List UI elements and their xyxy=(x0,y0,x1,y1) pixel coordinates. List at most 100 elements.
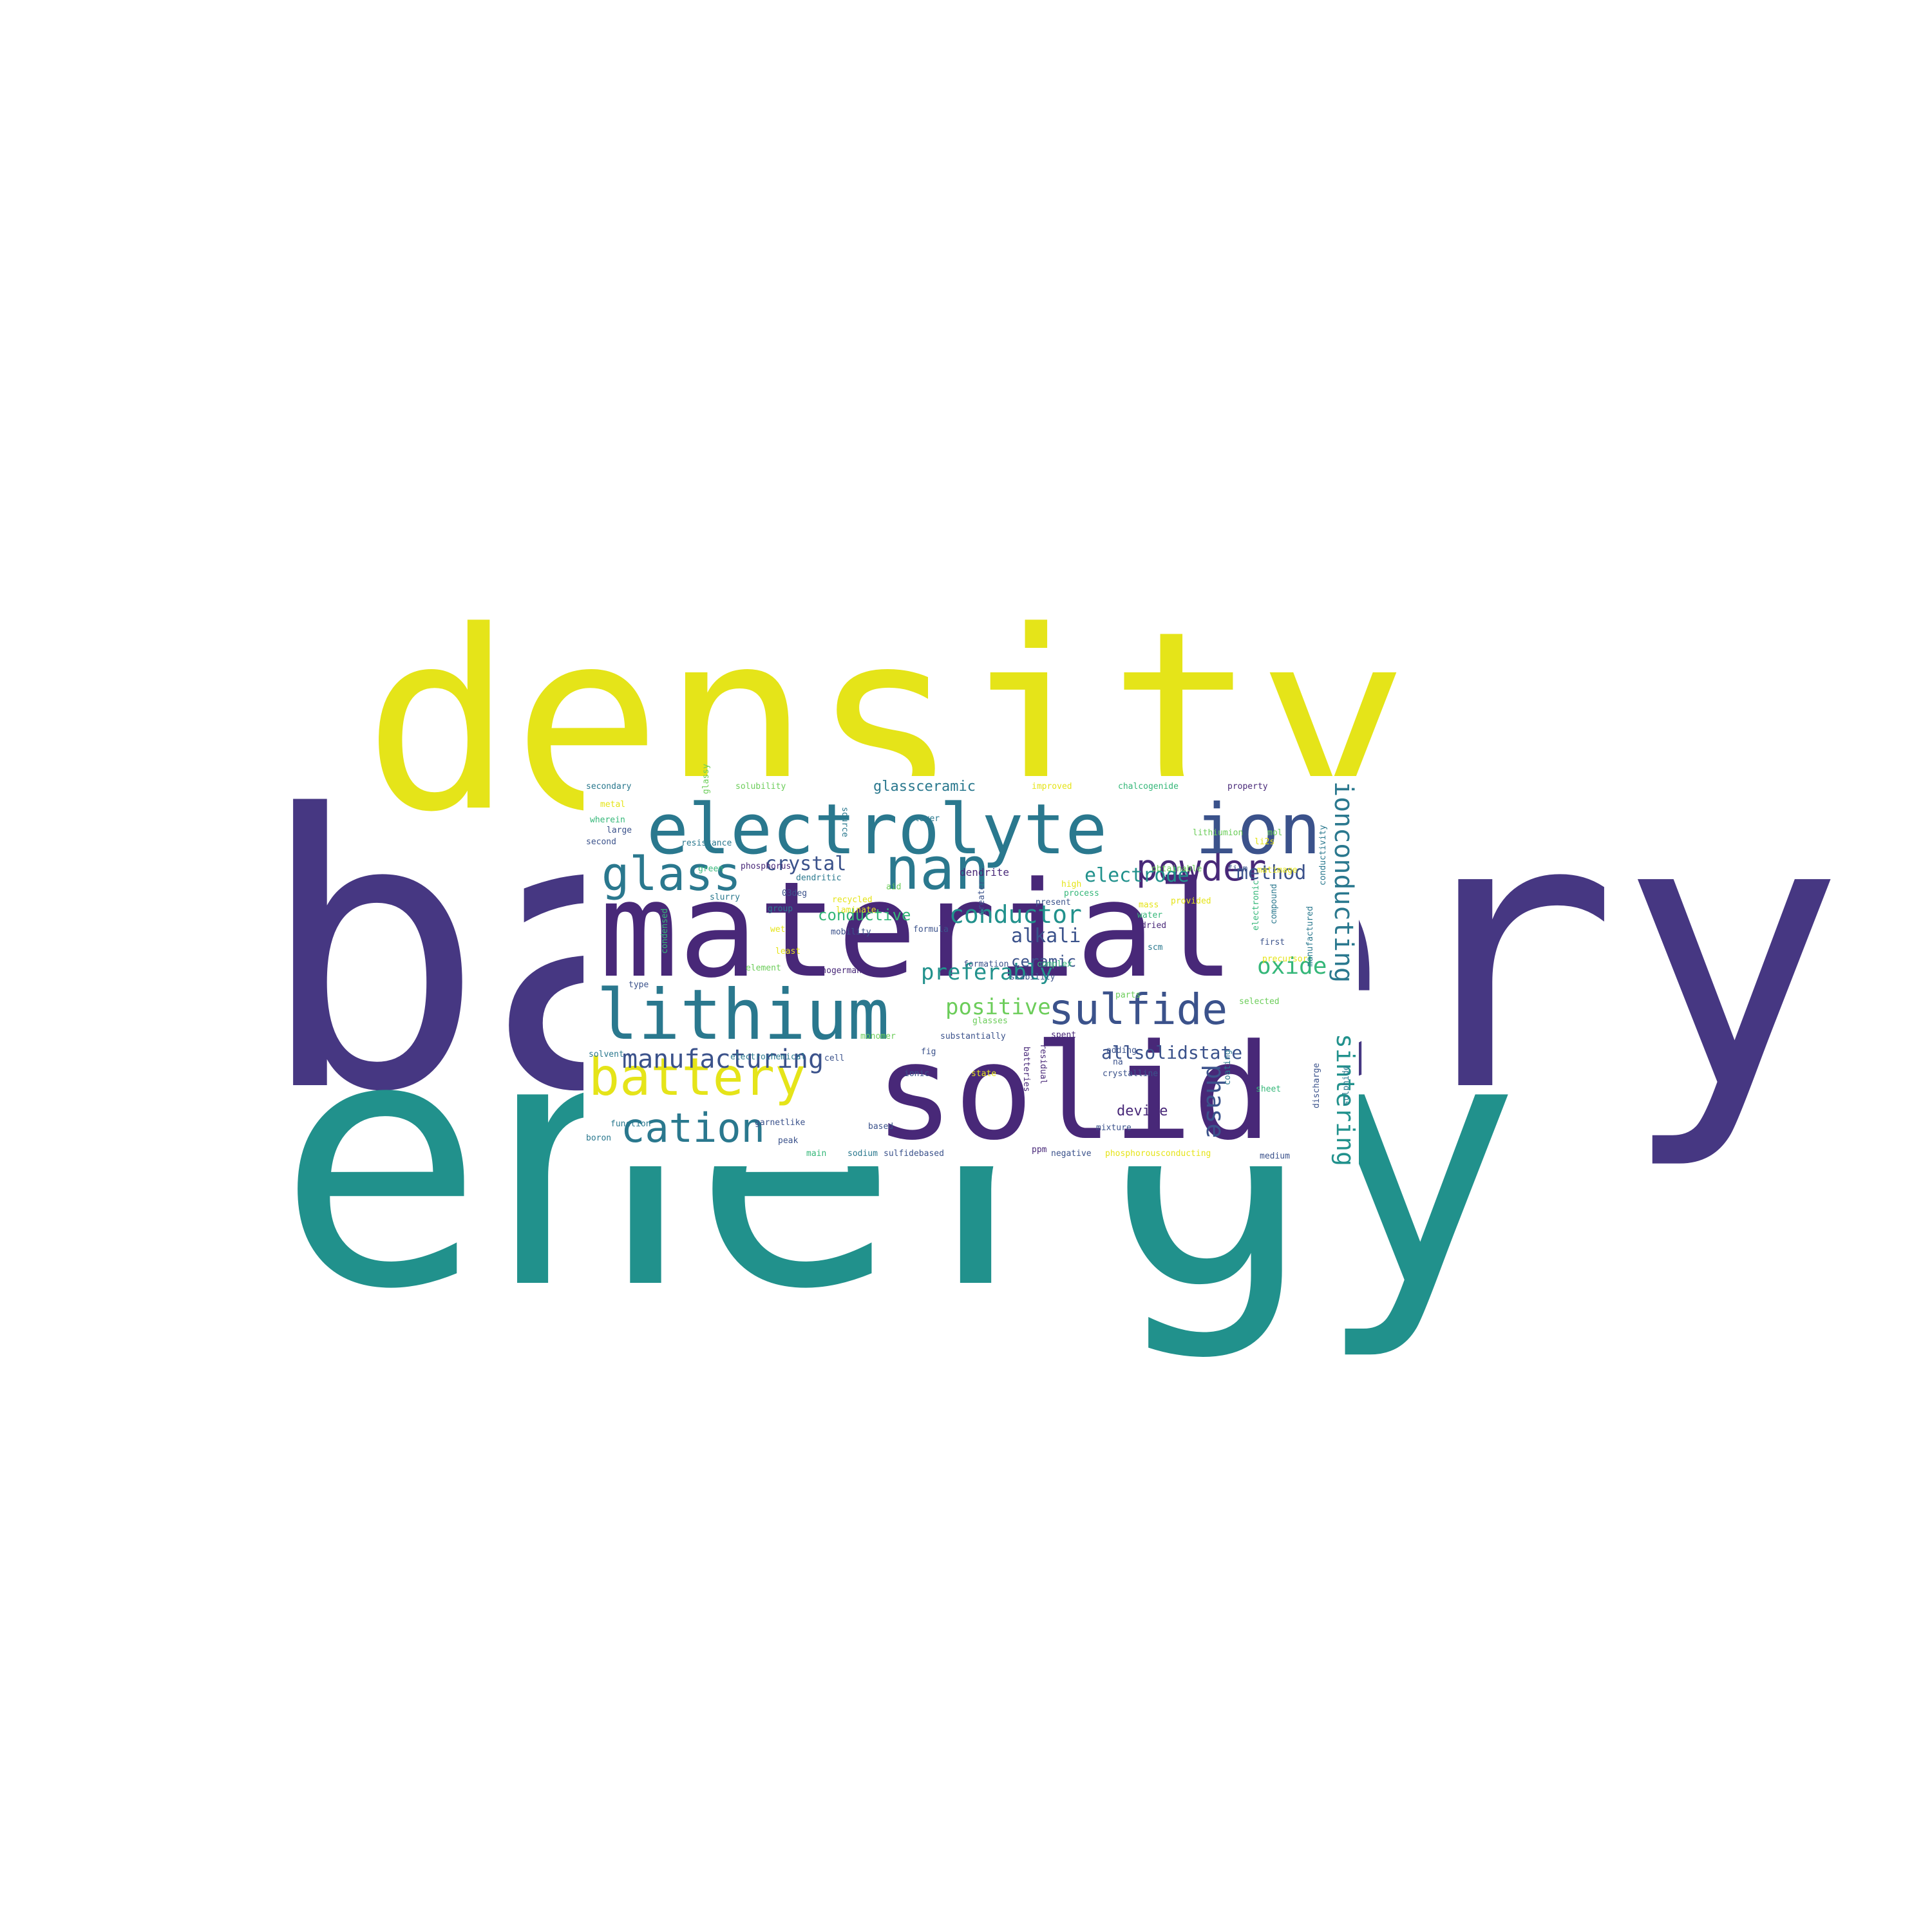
word-formation: formation xyxy=(963,960,1009,969)
word-chalcogenide: chalcogenide xyxy=(1118,782,1179,791)
word-sodium: sodium xyxy=(848,1149,878,1159)
word-adding: adding xyxy=(1106,1046,1137,1056)
word-garnetlike: garnetlike xyxy=(755,1118,806,1128)
word-preferably: preferably xyxy=(921,960,1053,985)
word-fig: fig xyxy=(921,1047,936,1057)
word-alkali: alkali xyxy=(1011,925,1081,947)
word-phosphorousconducting: phosphorousconducting xyxy=(1105,1149,1211,1159)
word-water: water xyxy=(1137,911,1163,920)
word-conductor: conductor xyxy=(949,900,1082,929)
word-oxide: oxide xyxy=(1257,953,1327,980)
word-nan: nan xyxy=(885,835,990,903)
word-sulfidebased: sulfidebased xyxy=(884,1149,944,1159)
word-material: material xyxy=(599,854,1235,1007)
word-least: least xyxy=(775,947,801,956)
word-wherein: wherein xyxy=(590,815,625,825)
word-cloud-inset: material solid electrolyte ion lithium g… xyxy=(583,764,1359,1170)
word-slurry: slurry xyxy=(710,893,740,902)
word-glassceramic: glassceramic xyxy=(873,779,976,795)
word-coating: coating xyxy=(1223,1050,1233,1085)
word-recycled: recycled xyxy=(832,895,873,905)
word-manufacturing: manufacturing xyxy=(622,1045,824,1074)
word-sulfide: sulfide xyxy=(1048,985,1228,1034)
word-positive: positive xyxy=(945,994,1051,1020)
word-main: main xyxy=(806,1149,827,1159)
word-electrochemical: electrochemical xyxy=(730,1052,806,1062)
word-solid: solid xyxy=(875,1016,1273,1170)
word-peak: peak xyxy=(778,1136,799,1146)
word-residual: residual xyxy=(1038,1044,1048,1084)
word-scm: scm xyxy=(1148,943,1163,952)
word-layer: layer xyxy=(914,814,940,824)
word-source: source xyxy=(840,807,849,837)
word-laminate: laminate xyxy=(836,905,876,915)
word-compound: compound xyxy=(1269,884,1279,924)
word-function: function xyxy=(611,1119,651,1129)
word-selected: selected xyxy=(1239,997,1280,1007)
word-electrode: electrode xyxy=(1084,864,1189,887)
word-group: group xyxy=(768,904,793,914)
word-formula: formula xyxy=(913,925,949,934)
word-conductivity: conductivity xyxy=(1318,825,1328,886)
word-ionic: ionic xyxy=(904,1069,930,1079)
word-electrolyte: electrolyte xyxy=(647,790,1108,870)
word-monomer: monomer xyxy=(860,1032,896,1041)
word-battery-inset: battery xyxy=(589,1047,806,1107)
word-lithium: lithium xyxy=(596,975,890,1056)
word-glassy: glassy xyxy=(701,764,711,794)
word-glasses: glasses xyxy=(972,1016,1008,1026)
word-boron: boron xyxy=(586,1133,612,1143)
word-complex: complex xyxy=(1037,960,1072,969)
word-matimage: matimage xyxy=(1257,866,1298,875)
word-obtainable: obtainable xyxy=(1151,864,1202,874)
word-na: na xyxy=(1113,1057,1123,1067)
word-provided: provided xyxy=(1171,896,1211,906)
word-batteries: batteries xyxy=(1021,1046,1031,1092)
word-solubility: solubility xyxy=(735,782,786,791)
word-improved: improved xyxy=(1032,782,1072,791)
word-mol: mol xyxy=(1267,828,1283,838)
word-medium: medium xyxy=(1260,1151,1290,1161)
word-substantially: substantially xyxy=(940,1032,1006,1041)
word-large: large xyxy=(607,826,632,835)
word-secondary: secondary xyxy=(586,782,632,791)
word-property: property xyxy=(1227,782,1268,791)
word-greater: greater xyxy=(977,880,987,915)
word-03deg: 03deg xyxy=(782,889,808,898)
word-allsolidstate: allsolidstate xyxy=(1101,1042,1243,1063)
word-cell: cell xyxy=(824,1054,845,1063)
word-present: present xyxy=(1036,898,1071,907)
word-resistance: resistance xyxy=(681,838,732,848)
word-film: film xyxy=(1227,864,1248,874)
word-element: element xyxy=(746,963,781,973)
word-electronic: electronic xyxy=(1251,880,1261,931)
word-state: state xyxy=(971,1069,997,1079)
word-first: first xyxy=(1260,938,1285,947)
word-phosphorus: phosphorus xyxy=(741,862,791,871)
word-discharge: discharge xyxy=(1312,1063,1321,1108)
word-dried: dried xyxy=(1141,921,1167,931)
word-crystal: crystal xyxy=(765,853,847,875)
word-ionconducting: ionconducting xyxy=(1329,781,1358,983)
word-spent: spent xyxy=(1051,1030,1077,1040)
word-glass: glass xyxy=(601,847,741,901)
word-type: type xyxy=(629,980,649,990)
word-second: second xyxy=(586,837,616,847)
word-powder: powder xyxy=(1136,848,1267,889)
word-aid: aid xyxy=(886,882,902,892)
word-ion: ion xyxy=(1195,790,1321,870)
word-crystalline: crystalline xyxy=(1103,1069,1159,1079)
word-metal: metal xyxy=(600,800,626,810)
word-lithiumion: lithiumion xyxy=(1193,828,1244,838)
word-wet: wet xyxy=(770,925,786,934)
word-parts: parts xyxy=(1115,990,1141,1000)
word-negative: negative xyxy=(1051,1149,1092,1159)
word-stability: stability xyxy=(1010,972,1056,982)
word-dendrite: dendrite xyxy=(960,866,1010,878)
word-sheet: sheet xyxy=(1256,1084,1282,1094)
word-high: high xyxy=(1061,880,1082,889)
word-based: based xyxy=(868,1122,894,1132)
word-selenogermanate: selenogermanate xyxy=(801,966,877,976)
word-mobility: mobility xyxy=(831,927,871,937)
